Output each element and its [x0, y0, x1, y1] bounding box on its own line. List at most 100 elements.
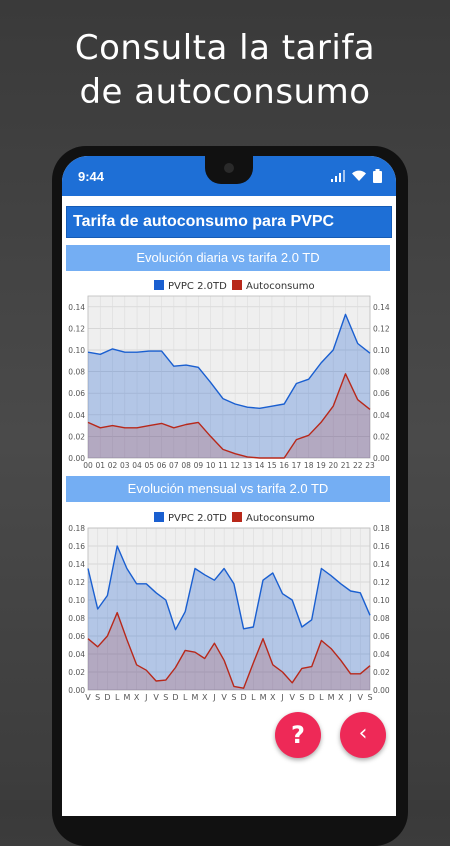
- x-tick-label: S: [231, 693, 236, 702]
- status-time: 9:44: [78, 169, 105, 184]
- x-tick-label: J: [144, 693, 147, 702]
- y-tick-label-right: 0.08: [373, 368, 390, 377]
- x-tick-label: S: [163, 693, 168, 702]
- x-tick-label: D: [104, 693, 110, 702]
- promo-heading: Consulta la tarifa de autoconsumo: [0, 26, 450, 114]
- y-tick-label-left: 0.10: [68, 596, 85, 605]
- y-tick-label-left: 0.06: [68, 389, 85, 398]
- x-tick-label: 23: [365, 461, 375, 470]
- y-tick-label-left: 0.02: [68, 432, 85, 441]
- x-tick-label: 18: [304, 461, 314, 470]
- x-tick-label: D: [241, 693, 247, 702]
- help-button[interactable]: ?: [275, 712, 321, 758]
- y-tick-label-right: 0.08: [373, 614, 390, 623]
- x-tick-label: M: [260, 693, 267, 702]
- x-tick-label: 10: [206, 461, 216, 470]
- x-tick-label: 17: [292, 461, 302, 470]
- back-icon: ‹: [358, 721, 368, 746]
- y-tick-label-right: 0.02: [373, 432, 390, 441]
- y-tick-label-right: 0.14: [373, 560, 390, 569]
- x-tick-label: 05: [145, 461, 155, 470]
- x-tick-label: M: [123, 693, 130, 702]
- x-tick-label: J: [212, 693, 215, 702]
- promo-line-1: Consulta la tarifa: [74, 28, 376, 68]
- y-tick-label-left: 0.04: [68, 411, 85, 420]
- signal-icon: [331, 170, 345, 182]
- app-title: Tarifa de autoconsumo para PVPC: [73, 213, 335, 230]
- y-tick-label-right: 0.16: [373, 542, 390, 551]
- y-tick-label-right: 0.04: [373, 411, 390, 420]
- x-tick-label: 21: [341, 461, 351, 470]
- y-tick-label-right: 0.18: [373, 524, 390, 533]
- legend-label: Autoconsumo: [246, 281, 315, 292]
- y-tick-label-right: 0.02: [373, 668, 390, 677]
- y-tick-label-left: 0.10: [68, 346, 85, 355]
- back-button[interactable]: ‹: [340, 712, 386, 758]
- x-tick-label: 14: [255, 461, 265, 470]
- legend-label: Autoconsumo: [246, 513, 315, 524]
- x-tick-label: 15: [267, 461, 277, 470]
- legend-swatch: [154, 512, 164, 522]
- x-tick-label: 02: [108, 461, 118, 470]
- x-tick-label: X: [338, 693, 344, 702]
- series-area-autoconsumo: [88, 373, 370, 458]
- x-tick-label: 06: [157, 461, 167, 470]
- help-icon: ?: [291, 721, 305, 749]
- y-tick-label-right: 0.10: [373, 346, 390, 355]
- x-tick-label: 13: [243, 461, 253, 470]
- status-bar: 9:44: [62, 156, 396, 196]
- camera-icon: [224, 163, 234, 173]
- y-tick-label-left: 0.00: [68, 686, 85, 695]
- x-tick-label: 04: [132, 461, 142, 470]
- y-tick-label-left: 0.08: [68, 614, 85, 623]
- x-tick-label: 19: [316, 461, 326, 470]
- series-line-pvpc: [87, 545, 371, 631]
- plot-area: [88, 296, 370, 458]
- chart-legend: PVPC 2.0TD Autoconsumo: [154, 280, 315, 292]
- legend-swatch: [154, 280, 164, 290]
- y-tick-label-left: 0.16: [68, 542, 85, 551]
- series-line-autoconsumo: [87, 611, 371, 689]
- y-tick-label-left: 0.18: [68, 524, 85, 533]
- y-tick-label-right: 0.00: [373, 686, 390, 695]
- x-tick-label: M: [328, 693, 335, 702]
- x-tick-label: L: [183, 693, 188, 702]
- camera-notch: [205, 156, 253, 184]
- x-tick-label: L: [251, 693, 256, 702]
- y-tick-label-left: 0.12: [68, 324, 85, 333]
- battery-icon: [373, 169, 382, 183]
- x-tick-label: L: [319, 693, 324, 702]
- x-tick-label: X: [270, 693, 276, 702]
- monthly-section-title: Evolución mensual vs tarifa 2.0 TD: [66, 476, 390, 502]
- daily-chart: PVPC 2.0TD Autoconsumo 0.00 0.00 0.02 0.02 0.0…: [68, 280, 390, 470]
- x-tick-label: S: [367, 693, 372, 702]
- y-tick-label-left: 0.12: [68, 578, 85, 587]
- x-tick-label: 00: [83, 461, 93, 470]
- series-area-pvpc: [88, 546, 370, 690]
- series-area-pvpc: [88, 314, 370, 458]
- legend-swatch: [232, 512, 242, 522]
- x-tick-label: J: [348, 693, 351, 702]
- y-tick-label-left: 0.14: [68, 303, 85, 312]
- x-tick-label: V: [358, 693, 364, 702]
- x-tick-label: 08: [181, 461, 191, 470]
- x-tick-label: 07: [169, 461, 179, 470]
- chart-legend: PVPC 2.0TD Autoconsumo: [154, 512, 315, 524]
- promo-line-2: de autoconsumo: [79, 72, 371, 112]
- plot-border: [87, 295, 371, 459]
- legend-label: PVPC 2.0TD: [168, 281, 227, 292]
- wifi-icon: [352, 170, 366, 181]
- daily-section-title: Evolución diaria vs tarifa 2.0 TD: [66, 245, 390, 271]
- y-tick-label-right: 0.00: [373, 454, 390, 463]
- app-title-bar: Tarifa de autoconsumo para PVPC: [66, 206, 392, 238]
- plot-area: [88, 528, 370, 690]
- y-tick-label-right: 0.04: [373, 650, 390, 659]
- x-tick-label: M: [192, 693, 199, 702]
- y-tick-label-left: 0.14: [68, 560, 85, 569]
- status-icons: [331, 168, 382, 184]
- y-tick-label-right: 0.06: [373, 632, 390, 641]
- x-tick-label: V: [85, 693, 91, 702]
- y-tick-label-right: 0.12: [373, 578, 390, 587]
- x-tick-label: X: [134, 693, 140, 702]
- y-tick-label-left: 0.00: [68, 454, 85, 463]
